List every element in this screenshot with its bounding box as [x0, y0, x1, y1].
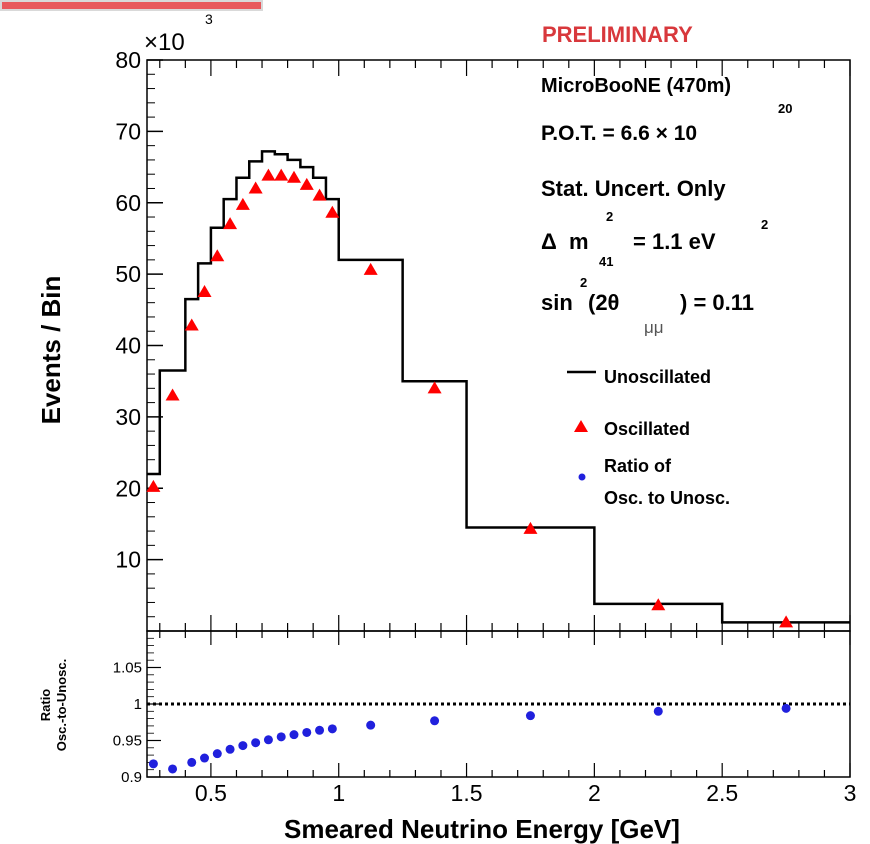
- ratio-point: [212, 749, 222, 759]
- ratio-point: [238, 741, 248, 751]
- legend-triangle-icon: [574, 420, 588, 432]
- legend-unoscillated-label: Unoscillated: [604, 367, 711, 387]
- oscillated-point: [363, 262, 378, 275]
- legend-ratio-label: Ratio of: [604, 456, 672, 476]
- dm-delta: Δ: [541, 229, 557, 254]
- oscillated-point: [261, 168, 276, 181]
- oscillated-point: [165, 388, 180, 401]
- ratio-y-tick-label: 0.95: [113, 733, 142, 750]
- oscillated-point: [223, 217, 238, 230]
- ratio-plot-frame: [146, 630, 851, 778]
- y-scale-exponent: 3: [205, 11, 213, 27]
- x-tick-label: 2: [588, 780, 601, 806]
- ratio-point: [315, 725, 325, 735]
- oscillated-point: [325, 205, 340, 218]
- oscillated-point: [427, 381, 442, 394]
- dm-m: m: [569, 229, 589, 254]
- legend-oscillated-label: Oscillated: [604, 419, 690, 439]
- ratio-point: [430, 716, 440, 726]
- ratio-point: [200, 753, 210, 763]
- pot-label: P.O.T. = 6.6 × 10: [541, 122, 697, 145]
- dm-superscript: 2: [606, 209, 613, 224]
- oscillated-point: [651, 598, 666, 611]
- sin-main: sin: [541, 290, 573, 315]
- x-tick-label: 1.5: [451, 780, 483, 806]
- main-y-tick-label: 40: [115, 333, 141, 359]
- legend: Unoscillated Oscillated Ratio of Osc. to…: [567, 367, 730, 508]
- main-y-tick-label: 80: [115, 47, 141, 73]
- ratio-point: [327, 724, 337, 734]
- ratio-point: [225, 744, 235, 754]
- main-y-axis: 10 20 30 40 50 60 70 80: [115, 47, 163, 618]
- x-tick-label: 0.5: [195, 780, 227, 806]
- oscillated-point: [184, 318, 199, 331]
- main-y-tick-label: 30: [115, 404, 141, 430]
- ratio-y-label-line1: Ratio: [38, 689, 53, 722]
- sin-subscript: μμ: [644, 318, 664, 337]
- ratio-y-tick-label: 0.9: [121, 769, 142, 786]
- ratio-y-tick-label: 1.05: [113, 660, 142, 677]
- main-plot-frame: [146, 59, 851, 632]
- main-y-tick-label: 10: [115, 547, 141, 573]
- oscillated-point: [779, 615, 794, 628]
- dm-unit-superscript: 2: [761, 217, 768, 232]
- stat-uncert-label: Stat. Uncert. Only: [541, 176, 726, 201]
- ratio-point: [148, 759, 158, 769]
- ratio-y-tick-label: 1: [134, 696, 142, 713]
- oscillated-point: [523, 521, 538, 534]
- oscillated-point: [146, 479, 161, 492]
- main-y-tick-label: 70: [115, 118, 141, 144]
- ratio-point: [276, 732, 286, 742]
- preliminary-label: PRELIMINARY: [542, 22, 693, 47]
- series-ratio: [148, 703, 791, 774]
- x-tick-label: 2.5: [706, 780, 738, 806]
- legend-circle-icon: [578, 473, 586, 481]
- sin-superscript: 2: [580, 275, 587, 290]
- oscillated-point: [210, 249, 225, 262]
- ratio-point: [525, 711, 535, 721]
- x-axis-label: Smeared Neutrino Energy [GeV]: [284, 814, 680, 844]
- main-y-tick-label: 60: [115, 190, 141, 216]
- sin-value: ) = 0.11: [680, 290, 754, 315]
- ratio-point: [251, 738, 261, 748]
- oscillated-point: [197, 284, 212, 297]
- oscillated-point: [286, 170, 301, 183]
- dm-subscript: 41: [599, 254, 613, 269]
- oscillated-point: [248, 181, 263, 194]
- series-unoscillated-step: [147, 150, 850, 624]
- ratio-point: [289, 730, 299, 740]
- x-tick-label: 1: [332, 780, 345, 806]
- ratio-point: [187, 757, 197, 767]
- series-oscillated: [146, 168, 794, 628]
- ratio-point: [781, 703, 791, 713]
- dm-value: = 1.1 eV: [633, 229, 716, 254]
- pot-exponent: 20: [778, 101, 792, 116]
- ratio-point: [263, 735, 273, 745]
- main-y-tick-label: 20: [115, 475, 141, 501]
- header-color-bar: [0, 0, 263, 11]
- main-y-tick-label: 50: [115, 261, 141, 287]
- legend-ratio-label-line2: Osc. to Unosc.: [604, 488, 730, 508]
- ratio-point: [302, 727, 312, 737]
- y-scale-label: ×10: [144, 29, 185, 56]
- experiment-label: MicroBooNE (470m): [541, 75, 731, 97]
- main-x-tick-marks: [159, 60, 851, 631]
- ratio-y-label-line2: Osc.-to-Unosc.: [54, 659, 69, 751]
- main-y-axis-label: Events / Bin: [36, 276, 66, 425]
- oscillated-point: [312, 188, 327, 201]
- ratio-point: [653, 706, 663, 716]
- oscillated-point: [299, 177, 314, 190]
- ratio-point: [366, 720, 376, 730]
- oscillated-point: [274, 168, 289, 181]
- ratio-point: [168, 764, 178, 774]
- x-tick-label: 3: [844, 780, 857, 806]
- oscillated-point: [235, 197, 250, 210]
- sin-paren: (2θ: [588, 290, 619, 315]
- ratio-x-axis: 0.5 1 1.5 2 2.5 3: [159, 631, 857, 806]
